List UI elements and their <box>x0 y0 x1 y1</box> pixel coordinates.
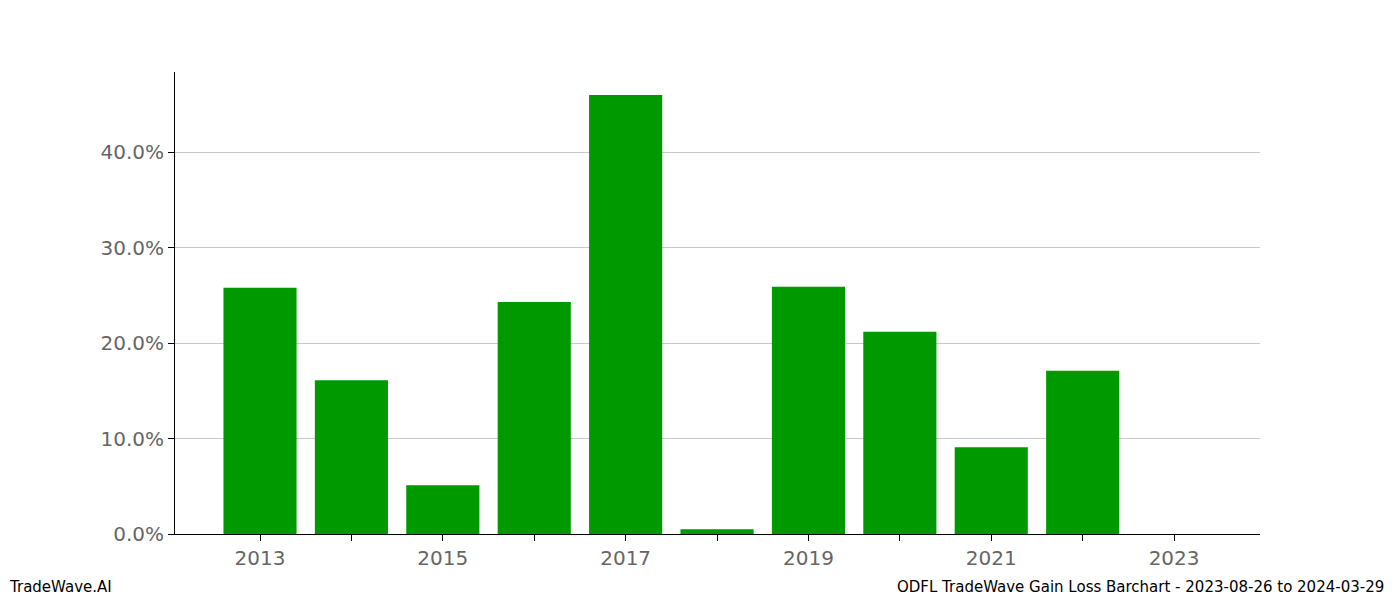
svg-text:0.0%: 0.0% <box>113 522 164 546</box>
svg-text:40.0%: 40.0% <box>100 140 164 164</box>
svg-text:2017: 2017 <box>600 546 651 570</box>
svg-text:2019: 2019 <box>783 546 834 570</box>
svg-text:ODFL TradeWave Gain Loss Barch: ODFL TradeWave Gain Loss Barchart - 2023… <box>897 578 1384 596</box>
svg-text:2015: 2015 <box>417 546 468 570</box>
svg-text:30.0%: 30.0% <box>100 236 164 260</box>
svg-text:10.0%: 10.0% <box>100 427 164 451</box>
svg-text:TradeWave.AI: TradeWave.AI <box>9 578 112 596</box>
svg-text:2021: 2021 <box>966 546 1017 570</box>
svg-text:2013: 2013 <box>235 546 286 570</box>
svg-text:2023: 2023 <box>1149 546 1200 570</box>
svg-text:20.0%: 20.0% <box>100 331 164 355</box>
